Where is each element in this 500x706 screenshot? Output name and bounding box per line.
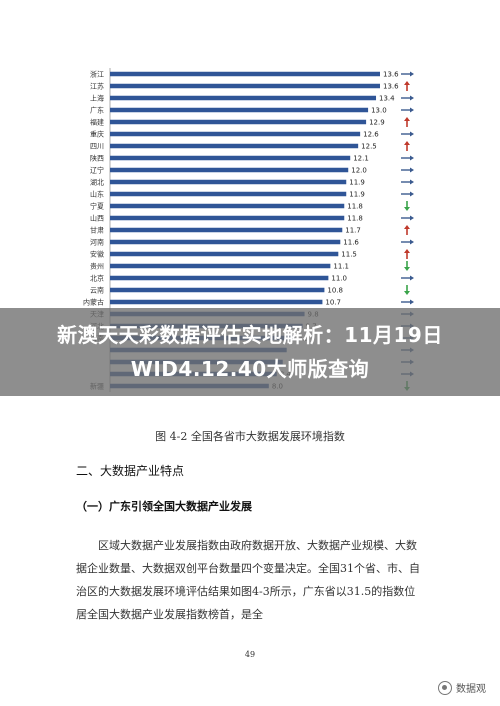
arrow-right-icon [401, 107, 414, 113]
value-label: 10.8 [327, 287, 343, 295]
value-label: 12.1 [353, 155, 369, 163]
value-label: 13.6 [383, 83, 399, 91]
bar [110, 119, 367, 125]
value-label: 13.4 [379, 95, 395, 103]
bar [110, 299, 323, 305]
arrow-right-icon [401, 95, 414, 101]
bar [110, 203, 345, 209]
category-label: 贵州 [90, 262, 104, 271]
category-label: 甘肃 [90, 226, 104, 235]
value-label: 10.7 [325, 299, 341, 307]
category-label: 江苏 [90, 82, 104, 91]
bar [110, 275, 329, 281]
category-label: 山西 [90, 214, 104, 223]
bar [110, 107, 369, 113]
category-label: 四川 [90, 143, 104, 151]
arrow-right-icon [401, 275, 414, 281]
arrow-right-icon [401, 131, 414, 137]
bar [110, 287, 325, 293]
bar [110, 167, 349, 173]
arrow-up-icon [404, 225, 410, 235]
watermark: 数据观 [438, 680, 486, 695]
arrow-up-icon [404, 141, 410, 151]
bar [110, 95, 377, 101]
bar [110, 263, 331, 269]
subsection-heading: （一）广东引领全国大数据产业发展 [76, 500, 252, 513]
bar [110, 131, 361, 137]
body-paragraph: 区域大数据产业发展指数由政府数据开放、大数据产业规模、大数据企业数量、大数据双创… [76, 539, 420, 621]
value-label: 11.6 [343, 239, 359, 247]
watermark-text: 数据观 [456, 684, 486, 695]
category-label: 重庆 [90, 130, 104, 139]
bar [110, 191, 347, 197]
value-label: 12.0 [351, 167, 367, 175]
arrow-up-icon [404, 81, 410, 91]
value-label: 12.9 [369, 119, 385, 127]
arrow-down-icon [404, 261, 410, 271]
category-label: 北京 [90, 274, 104, 283]
category-label: 云南 [90, 286, 104, 295]
value-label: 11.8 [347, 203, 363, 211]
arrow-right-icon [401, 167, 414, 173]
bar [110, 155, 351, 161]
category-label: 广东 [90, 106, 104, 115]
arrow-right-icon [401, 71, 414, 77]
figure-caption: 图 4-2 全国各省市大数据发展环境指数 [155, 430, 345, 443]
arrow-down-icon [404, 201, 410, 211]
category-label: 宁夏 [90, 202, 104, 211]
arrow-up-icon [404, 117, 410, 127]
bar [110, 179, 347, 185]
section-heading: 二、大数据产业特点 [76, 464, 185, 478]
category-label: 山东 [90, 190, 104, 199]
bar [110, 83, 380, 89]
value-label: 11.9 [349, 191, 365, 199]
wechat-icon [438, 680, 452, 695]
value-label: 11.8 [347, 215, 363, 223]
value-label: 11.9 [349, 179, 365, 187]
arrow-right-icon [401, 179, 414, 185]
category-label: 上海 [90, 94, 104, 103]
category-label: 内蒙古 [83, 298, 104, 307]
bar [110, 215, 345, 221]
value-label: 12.6 [363, 131, 379, 139]
arrow-right-icon [401, 299, 414, 305]
value-label: 11.5 [341, 251, 357, 259]
value-label: 11.7 [345, 227, 361, 235]
value-label: 13.0 [371, 107, 387, 115]
category-label: 辽宁 [90, 166, 104, 175]
category-label: 浙江 [90, 70, 104, 79]
arrow-right-icon [401, 239, 414, 245]
category-label: 福建 [90, 118, 104, 127]
arrow-up-icon [404, 249, 410, 259]
arrow-right-icon [401, 215, 414, 221]
category-label: 湖北 [90, 178, 104, 187]
arrow-right-icon [401, 191, 414, 197]
value-label: 12.5 [361, 143, 377, 151]
value-label: 11.0 [331, 275, 347, 283]
page-number: 49 [244, 650, 256, 659]
value-label: 11.1 [333, 263, 349, 271]
banner-title: 新澳天天彩数据评估实地解析：11月19日WID4.12.40大师版查询 [57, 323, 443, 381]
bar [110, 251, 339, 257]
title-banner: 新澳天天彩数据评估实地解析：11月19日WID4.12.40大师版查询 [0, 308, 500, 396]
bar [110, 143, 359, 149]
bar [110, 227, 343, 233]
arrow-down-icon [404, 285, 410, 295]
arrow-right-icon [401, 155, 414, 161]
category-label: 河南 [90, 238, 104, 247]
category-label: 陕西 [90, 154, 104, 163]
value-label: 13.6 [383, 71, 399, 79]
bar [110, 239, 341, 245]
category-label: 安徽 [90, 250, 104, 259]
bar [110, 71, 380, 77]
